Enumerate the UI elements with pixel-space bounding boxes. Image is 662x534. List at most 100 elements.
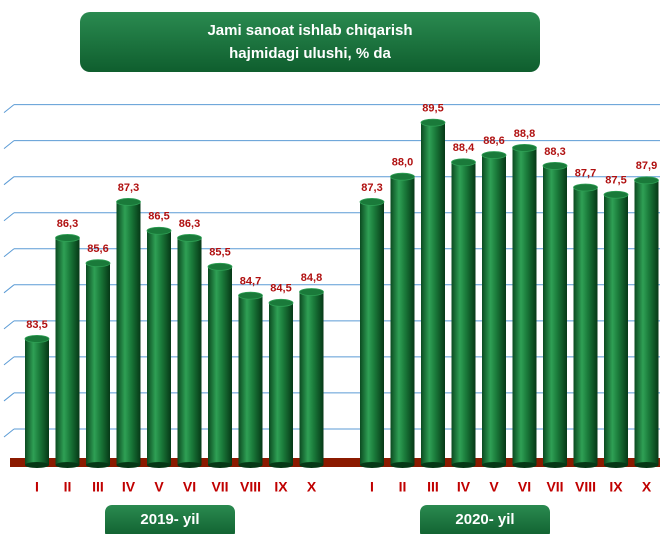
grid-line-edge	[3, 392, 15, 402]
value-label: 88,3	[544, 146, 565, 158]
value-label: 88,8	[514, 128, 535, 140]
bar-top	[24, 334, 50, 343]
value-label: 86,3	[179, 218, 200, 230]
bar-bottom	[390, 462, 415, 468]
x-tick-label: VI	[518, 479, 531, 495]
value-label: 86,3	[57, 218, 78, 230]
bar-bottom	[269, 462, 293, 468]
bar-top	[177, 234, 202, 242]
floor	[10, 458, 660, 467]
x-tick-label: I	[35, 479, 39, 495]
bar-bottom	[543, 462, 567, 468]
value-label: 83,5	[26, 319, 47, 331]
bar-top	[573, 183, 598, 192]
bar-top	[55, 234, 80, 242]
x-tick-label: IV	[122, 479, 136, 495]
grid-line-edge	[3, 212, 15, 222]
value-label: 88,0	[392, 157, 413, 169]
bar-top	[451, 158, 476, 167]
bar	[360, 201, 384, 465]
chart-title: hajmidagi ulushi, % da	[229, 45, 391, 62]
bar-bottom	[25, 462, 49, 468]
bar	[512, 147, 537, 465]
value-label: 88,6	[483, 135, 504, 147]
value-label: 85,5	[209, 247, 230, 259]
bar-bottom	[360, 462, 384, 468]
bar	[238, 295, 263, 465]
bar-top	[390, 172, 415, 181]
x-tick-label: VIII	[240, 479, 261, 495]
bar-top	[420, 118, 446, 127]
bar-top	[116, 198, 141, 206]
bar	[177, 237, 202, 465]
bar-bottom	[55, 462, 80, 468]
chart-title: Jami sanoat ishlab chiqarish	[207, 22, 412, 39]
bar-bottom	[208, 462, 232, 468]
bar	[116, 201, 141, 465]
bar	[573, 187, 598, 465]
bar-bottom	[238, 462, 263, 468]
value-label: 84,8	[301, 272, 322, 284]
bar-bottom	[421, 462, 445, 468]
bar-bottom	[604, 462, 628, 468]
bar-bottom	[116, 462, 141, 468]
bar-top	[603, 190, 629, 199]
legend-label: 2019- yil	[140, 511, 199, 528]
grid-line-edge	[3, 140, 15, 150]
x-tick-label: X	[642, 479, 652, 495]
bar-top	[238, 291, 263, 300]
grid-line-edge	[3, 356, 15, 366]
value-label: 89,5	[422, 103, 443, 115]
legend-label: 2020- yil	[455, 511, 514, 528]
bar-bottom	[634, 462, 659, 468]
x-tick-label: II	[399, 479, 407, 495]
value-label: 87,9	[636, 160, 657, 172]
bar-bottom	[86, 462, 110, 468]
value-label: 85,6	[87, 243, 108, 255]
bar-bottom	[299, 462, 324, 468]
value-label: 84,7	[240, 276, 261, 288]
grid-line-edge	[3, 428, 15, 438]
bar-top	[207, 262, 233, 271]
x-tick-label: VIII	[575, 479, 596, 495]
bar-top	[359, 198, 385, 206]
x-tick-label: II	[64, 479, 72, 495]
bar-top	[146, 226, 172, 235]
bar-top	[542, 161, 568, 170]
x-tick-label: IX	[274, 479, 288, 495]
x-tick-label: III	[92, 479, 104, 495]
x-tick-label: I	[370, 479, 374, 495]
bar	[543, 165, 567, 466]
value-label: 87,7	[575, 167, 596, 179]
x-tick-label: IX	[609, 479, 623, 495]
bar-top	[85, 259, 111, 268]
value-label: 87,3	[118, 182, 139, 194]
bar-bottom	[512, 462, 537, 468]
grid-line-edge	[3, 284, 15, 294]
bar-top	[268, 298, 294, 307]
value-label: 88,4	[453, 142, 475, 154]
bar-bottom	[482, 462, 506, 468]
bar	[147, 230, 171, 465]
grid-line-edge	[3, 320, 15, 330]
value-label: 87,3	[361, 182, 382, 194]
bar	[269, 302, 293, 465]
x-tick-label: IV	[457, 479, 471, 495]
bar	[634, 180, 659, 465]
x-tick-label: X	[307, 479, 317, 495]
x-tick-label: VII	[546, 479, 563, 495]
bar	[421, 122, 445, 465]
bar	[390, 176, 415, 465]
bar-top	[481, 151, 507, 159]
bar	[299, 292, 324, 465]
bar	[208, 266, 232, 465]
bar	[451, 162, 476, 465]
value-label: 84,5	[270, 283, 291, 295]
bar-bottom	[177, 462, 202, 468]
legend-box	[420, 505, 550, 534]
bar-top	[512, 143, 537, 152]
bar-top	[634, 176, 659, 185]
value-label: 87,5	[605, 175, 626, 187]
x-tick-label: VI	[183, 479, 196, 495]
